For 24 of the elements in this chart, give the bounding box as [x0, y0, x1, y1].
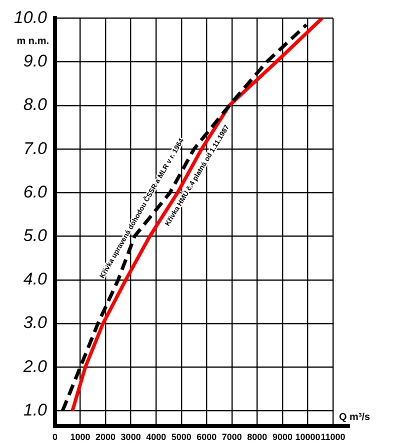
y-tick-label: 7.0: [23, 138, 48, 158]
x-tick-label: 7000: [222, 432, 242, 442]
x-tick-label: 11000: [320, 432, 346, 442]
x-tick-label: 8000: [247, 432, 268, 442]
x-tick-label: 0: [52, 432, 58, 442]
y-tick-label: 3.0: [23, 313, 48, 332]
y-tick-label: 9.0: [23, 52, 48, 71]
x-tick-label: 6000: [196, 432, 217, 442]
x-tick-label: 4000: [146, 432, 166, 442]
y-tick-label: 8.0: [23, 95, 48, 114]
x-tick-label: 2000: [96, 432, 116, 442]
y-tick-label: 4.0: [23, 270, 48, 289]
y-tick-label: 6.0: [23, 182, 48, 202]
y-tick-label: 1.0: [23, 400, 48, 420]
x-tick-label: 10000: [295, 432, 320, 442]
x-tick-label: 9000: [272, 432, 292, 442]
x-tick-label: 5000: [171, 432, 192, 442]
x-axis-title: Q m³/s: [339, 412, 371, 423]
x-tick-label: 3000: [120, 432, 141, 442]
x-tick-label: 1000: [70, 432, 90, 442]
y-tick-label: 5.0: [23, 226, 48, 246]
y-axis-title: m n.m.: [16, 36, 50, 47]
y-tick-label: 10.0: [14, 8, 48, 27]
y-tick-label: 2.0: [22, 356, 48, 376]
